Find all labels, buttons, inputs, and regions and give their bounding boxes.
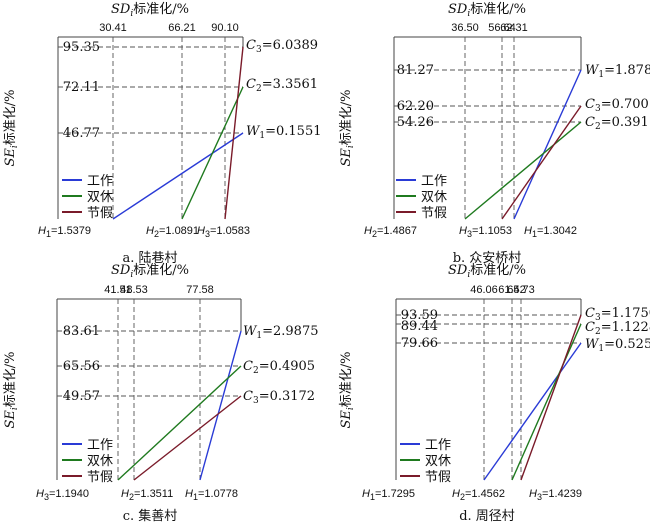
- panel-caption: c. 集善村: [123, 508, 178, 524]
- top-tick-label: 30.41: [99, 22, 127, 34]
- top-tick-label: 62.31: [500, 22, 528, 34]
- series-line-节假: [501, 105, 582, 220]
- bottom-value-label: H3=1.1053: [459, 225, 512, 239]
- series-line-工作: [112, 132, 244, 220]
- series-line-双休: [511, 323, 582, 481]
- right-value-label: C2=3.3561: [246, 77, 318, 94]
- panel-a: 30.41 66.21 90.10 95.35 72.11 46.77 C3=6.0389 C…: [3, 2, 322, 266]
- right-value-label: C3=0.7001: [585, 97, 650, 114]
- top-tick-label: 56.64: [488, 22, 516, 34]
- legend-label: 工作: [87, 438, 113, 453]
- top-tick-label: 48.53: [120, 284, 148, 296]
- bottom-value-label: H2=1.3511: [121, 488, 173, 502]
- left-tick-label: 93.59: [401, 308, 438, 323]
- series-line-节假: [133, 395, 242, 481]
- legend-label: 节假: [425, 470, 451, 485]
- legend-label: 节假: [87, 206, 113, 221]
- series-line-双休: [117, 365, 242, 481]
- legend-label: 双休: [87, 454, 113, 469]
- series-line-工作: [483, 342, 582, 481]
- bottom-value-label: H2=1.4867: [364, 225, 417, 239]
- right-value-label: W1=2.9875: [243, 324, 319, 341]
- series-line-双休: [464, 121, 582, 220]
- top-tick-label: 77.58: [186, 284, 214, 296]
- series-line-节假: [224, 46, 244, 220]
- top-tick-label: 46.06: [470, 284, 498, 296]
- legend-label: 节假: [87, 470, 113, 485]
- panel-caption: b. 众安桥村: [453, 251, 522, 266]
- top-tick-label: 66.21: [168, 22, 196, 34]
- top-axis-title: SDi标准化/%: [111, 263, 189, 280]
- top-axis-title: SDi标准化/%: [448, 2, 526, 19]
- top-tick-label: 65.73: [507, 284, 535, 296]
- left-tick-label: 79.66: [401, 336, 438, 351]
- bottom-value-label: H1=1.0778: [185, 488, 238, 502]
- bottom-value-label: H1=1.7295: [362, 488, 415, 502]
- top-axis-title: SDi标准化/%: [448, 263, 526, 280]
- series-line-工作: [513, 69, 582, 220]
- bottom-value-label: H3=1.4239: [529, 488, 582, 502]
- panel-caption: d. 周径村: [459, 509, 515, 524]
- legend-label: 工作: [425, 438, 451, 453]
- bottom-value-label: H1=1.3042: [524, 225, 577, 239]
- legend-label: 双休: [87, 190, 113, 205]
- left-tick-label: 95.35: [63, 40, 100, 55]
- left-axis-title: SEi标准化/%: [3, 351, 20, 428]
- left-tick-label: 54.26: [397, 115, 434, 130]
- left-tick-label: 81.27: [397, 63, 434, 78]
- left-axis-title: SEi标准化/%: [339, 351, 356, 428]
- bottom-value-label: H1=1.5379: [38, 225, 91, 239]
- left-tick-label: 49.57: [63, 389, 100, 404]
- left-axis-title: SEi标准化/%: [3, 89, 20, 166]
- panel-caption: a. 陆巷村: [122, 250, 177, 266]
- legend-label: 节假: [421, 206, 447, 221]
- left-tick-label: 46.77: [63, 126, 100, 141]
- right-value-label: W1=1.8783: [585, 63, 650, 80]
- top-tick-label: 41.51: [104, 284, 132, 296]
- left-tick-label: 72.11: [63, 80, 100, 95]
- series-line-工作: [199, 330, 242, 481]
- top-tick-label: 36.50: [451, 22, 479, 34]
- legend-label: 工作: [87, 174, 113, 189]
- legend-label: 工作: [421, 174, 447, 189]
- left-tick-label: 65.56: [63, 359, 100, 374]
- right-value-label: W1=0.1551: [246, 124, 322, 141]
- left-tick-label: 89.44: [401, 319, 438, 334]
- right-value-label: C3=0.3172: [243, 389, 315, 406]
- left-axis-title: SEi标准化/%: [339, 89, 356, 166]
- left-tick-label: 62.20: [397, 99, 434, 114]
- right-value-label: C2=0.3911: [585, 115, 650, 132]
- series-line-节假: [520, 314, 582, 481]
- bottom-value-label: H3=1.1940: [36, 488, 89, 502]
- bottom-value-label: H2=1.4562: [452, 488, 505, 502]
- top-tick-label: 90.10: [211, 22, 239, 34]
- right-value-label: C2=1.1228: [585, 320, 650, 337]
- right-value-label: C3=6.0389: [246, 38, 318, 55]
- bottom-value-label: H3=1.0583: [197, 225, 250, 239]
- legend-label: 双休: [425, 454, 451, 469]
- legend-label: 双休: [421, 190, 447, 205]
- series-line-双休: [181, 86, 244, 220]
- bottom-value-label: H2=1.0891: [146, 225, 199, 239]
- right-value-label: C2=0.4905: [243, 359, 315, 376]
- right-value-label: W1=0.5254: [585, 337, 650, 354]
- top-axis-title: SDi标准化/%: [111, 2, 189, 19]
- top-tick-label: 61.42: [498, 284, 526, 296]
- right-value-label: C3=1.1750: [585, 306, 650, 323]
- left-tick-label: 83.61: [63, 324, 100, 339]
